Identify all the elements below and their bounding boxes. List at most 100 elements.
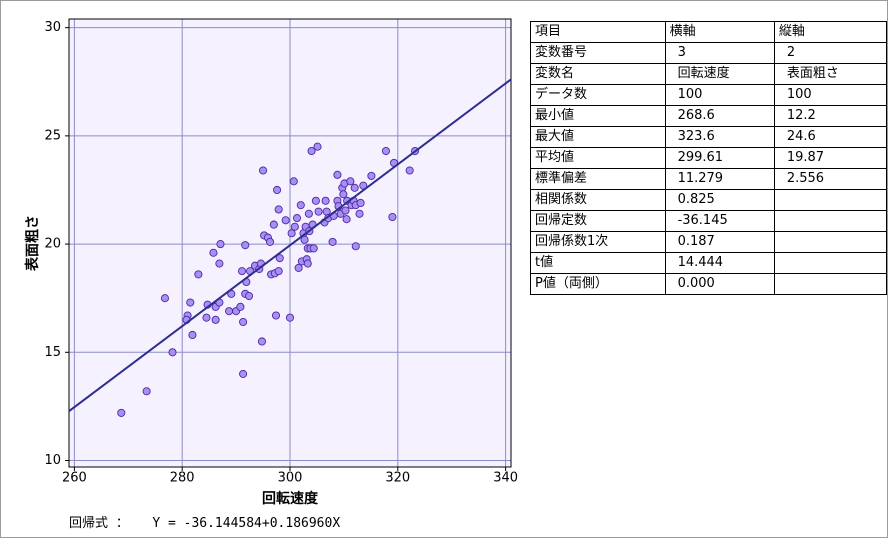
table-cell	[773, 189, 887, 211]
scatter-point	[275, 254, 284, 263]
y-tick-label: 20	[44, 237, 61, 252]
scatter-point	[258, 166, 268, 175]
scatter-point	[307, 146, 316, 156]
y-tick-label: 10	[44, 453, 61, 468]
table-cell: 323.6	[664, 126, 775, 148]
scatter-point	[241, 241, 250, 250]
table-cell	[773, 210, 887, 232]
scatter-point	[328, 237, 337, 246]
table-cell: 100	[664, 84, 775, 106]
scatter-point	[367, 171, 376, 180]
table-cell: 表面粗さ	[773, 63, 887, 85]
table-cell: 2.556	[773, 168, 887, 190]
table-cell	[773, 252, 887, 274]
regression-line	[69, 78, 511, 412]
table-cell	[773, 273, 887, 295]
scatter-point	[381, 146, 390, 156]
x-tick-label: 300	[278, 471, 303, 486]
table-cell: -36.145	[664, 210, 775, 232]
table-cell: 11.279	[664, 168, 775, 190]
scatter-point	[285, 313, 295, 322]
table-row: 項目 横軸 縦軸	[530, 21, 887, 43]
scatter-point	[188, 330, 197, 340]
scatter-point	[216, 240, 225, 249]
x-tick-label: 340	[493, 471, 518, 486]
scatter-point	[225, 307, 234, 316]
table-cell: 変数名	[530, 63, 666, 85]
scatter-point	[341, 206, 350, 215]
scatter-point	[339, 190, 348, 199]
table-row: 回帰係数1次 0.187	[530, 231, 887, 253]
table-cell: 項目	[530, 21, 666, 43]
scatter-point	[290, 222, 299, 231]
scatter-point	[355, 209, 364, 218]
scatter-point	[202, 313, 211, 322]
table-cell: 2	[773, 42, 887, 64]
table-cell: 0.187	[664, 231, 775, 253]
stats-table: 項目 横軸 縦軸 変数番号 3 2 変数名 回転速度 表面粗さ データ数 100 100 最小値 268.…	[530, 21, 887, 295]
table-cell: 14.444	[664, 252, 775, 274]
table-row: 最小値 268.6 12.2	[530, 105, 887, 127]
table-cell: 相関係数	[530, 189, 666, 211]
table-cell: 最小値	[530, 105, 666, 127]
table-cell: 回転速度	[664, 63, 775, 85]
x-tick-label: 320	[385, 471, 410, 486]
scatter-point	[356, 198, 365, 208]
scatter-point	[287, 229, 296, 238]
table-cell: 変数番号	[530, 42, 666, 64]
scatter-point	[211, 315, 220, 324]
table-cell	[773, 231, 887, 253]
scatter-point	[239, 369, 248, 378]
table-cell: 12.2	[773, 105, 887, 127]
x-axis-label: 回転速度	[262, 490, 319, 507]
x-tick-label: 280	[170, 471, 195, 486]
scatter-point	[289, 177, 298, 186]
table-cell: 平均値	[530, 147, 666, 169]
table-cell: 最大値	[530, 126, 666, 148]
scatter-point	[269, 220, 278, 229]
table-cell: 0.000	[664, 273, 775, 295]
scatter-point	[117, 408, 126, 417]
scatter-point	[236, 302, 245, 311]
table-cell: 268.6	[664, 105, 775, 127]
scatter-point	[186, 298, 195, 307]
scatter-point	[321, 196, 330, 205]
scatter-point	[292, 214, 302, 223]
table-row: 標準偏差 11.279 2.556	[530, 168, 887, 190]
table-row: 回帰定数 -36.145	[530, 210, 887, 232]
scatter-point	[239, 317, 248, 327]
scatter-point	[351, 242, 360, 251]
table-cell: 0.825	[664, 189, 775, 211]
scatter-point	[237, 267, 247, 276]
scatter-point	[266, 237, 275, 246]
scatter-point	[342, 215, 351, 224]
scatter-point	[274, 267, 283, 276]
scatter-point	[168, 348, 177, 357]
scatter-point	[322, 207, 331, 216]
scatter-point	[405, 166, 414, 175]
scatter-point	[271, 311, 281, 320]
scatter-point	[333, 170, 342, 179]
scatter-point	[244, 291, 254, 301]
scatter-point	[388, 212, 397, 222]
scatter-point	[304, 209, 313, 218]
table-row: 相関係数 0.825	[530, 189, 887, 211]
table-cell: 24.6	[773, 126, 887, 148]
equation-label: 回帰式 ：	[69, 516, 129, 531]
plot-frame	[68, 18, 512, 468]
scatter-point	[314, 207, 323, 216]
scatter-point	[209, 248, 218, 257]
scatter-point	[300, 235, 309, 244]
y-tick-label: 15	[44, 345, 61, 360]
scatter-point	[303, 259, 312, 268]
y-tick-label: 30	[44, 20, 61, 35]
equation-text: Y = -36.144584+0.186960X	[152, 516, 341, 531]
table-cell: 19.87	[773, 147, 887, 169]
table-row: データ数 100 100	[530, 84, 887, 106]
scatter-point	[257, 337, 267, 346]
table-cell: 回帰係数1次	[530, 231, 666, 253]
table-cell: 縦軸	[773, 21, 887, 43]
table-cell: t値	[530, 252, 666, 274]
